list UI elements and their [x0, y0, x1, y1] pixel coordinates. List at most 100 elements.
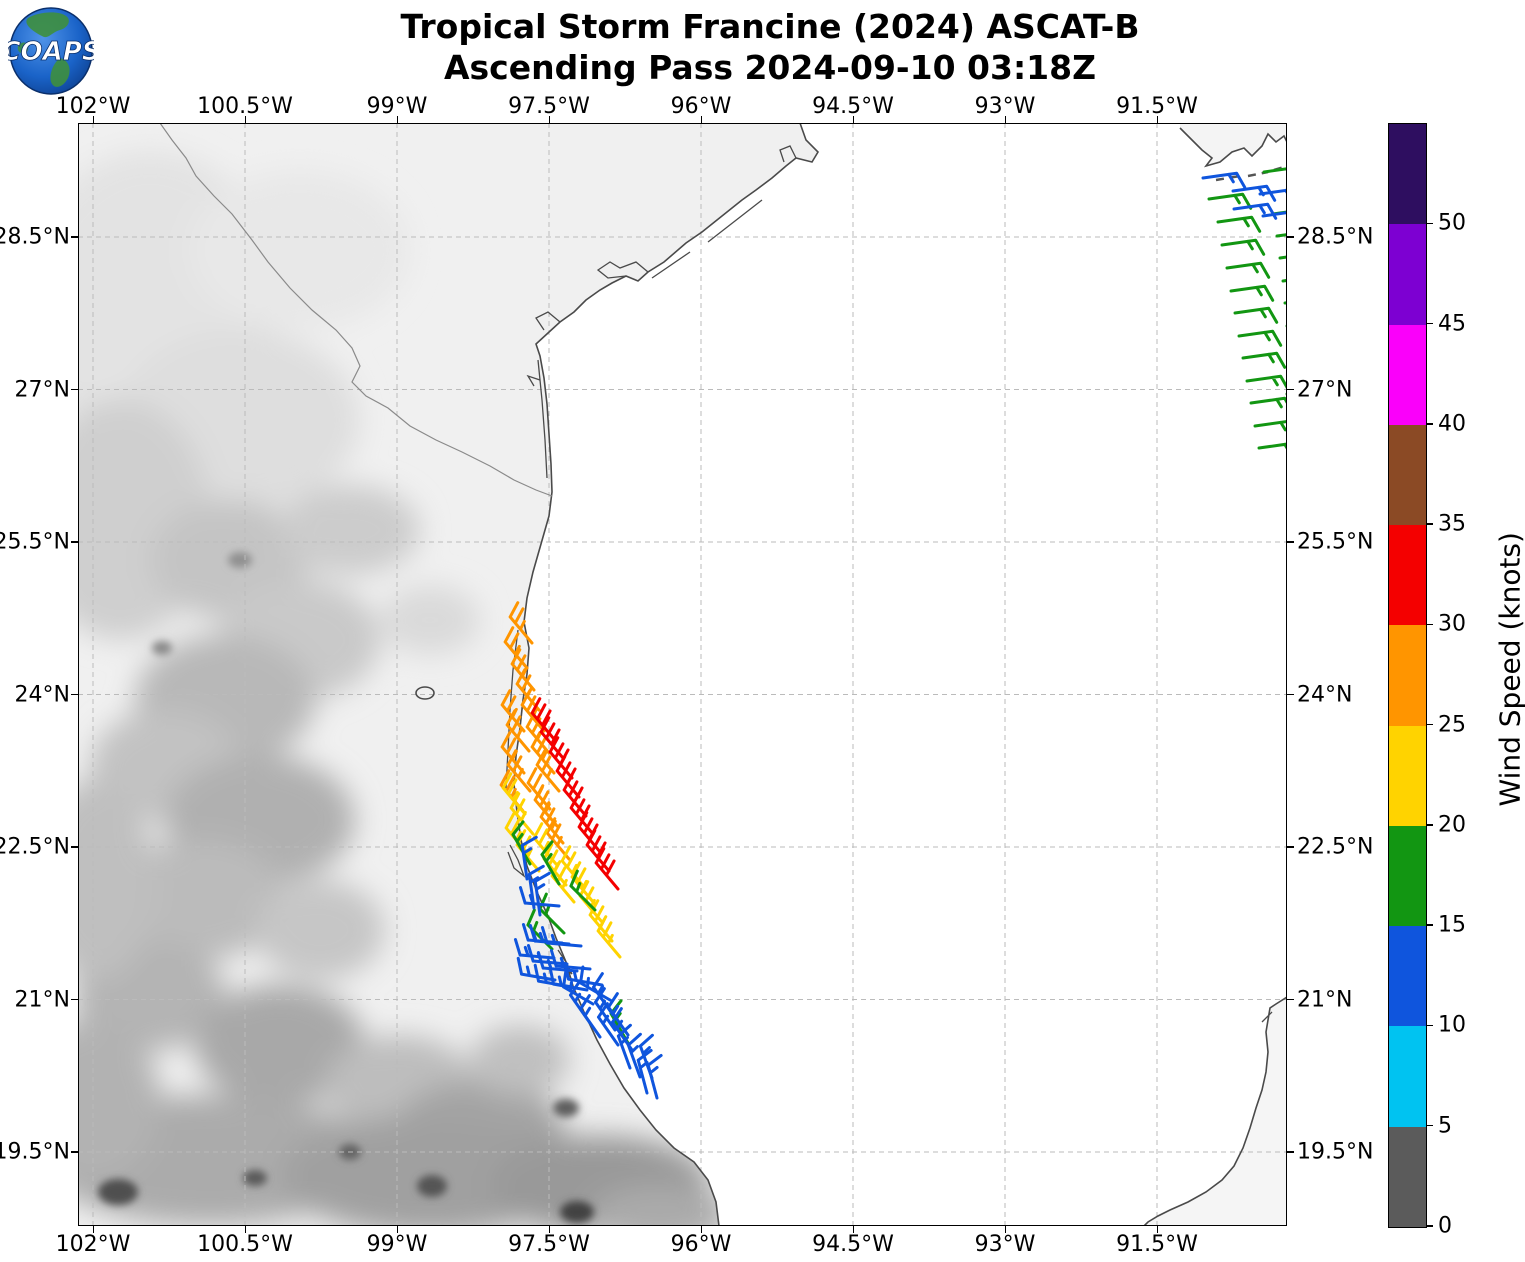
wind-barb-orange: [525, 711, 551, 755]
wind-barb-blue: [578, 994, 602, 1039]
lat-tick-label-left: 22.5°N: [0, 834, 70, 860]
wind-barb-green: [1253, 419, 1287, 437]
colorbar-segment: [1389, 424, 1426, 526]
wind-barb-green: [1275, 229, 1287, 247]
colorbar-segment: [1389, 324, 1426, 425]
lon-tick-label-bottom: 93°W: [974, 1232, 1036, 1257]
wind-barb-orange: [500, 731, 526, 775]
wind-barb-orange: [533, 784, 559, 828]
terrain-shading: [78, 150, 730, 1226]
lon-tick-top: [852, 116, 854, 123]
lon-tick-bottom: [244, 1226, 246, 1233]
wind-barb-blue: [1201, 171, 1247, 189]
colorbar: [1388, 123, 1427, 1228]
lon-tick-label-bottom: 94.5°W: [812, 1232, 894, 1257]
colorbar-segment: [1389, 825, 1426, 927]
lon-tick-top: [92, 116, 94, 123]
wind-barb-blue: [518, 886, 561, 908]
lat-tick-right: [1287, 693, 1294, 696]
grid-lines: [78, 123, 1287, 1226]
colorbar-tick-label: 50: [1438, 210, 1466, 236]
wind-barb-orange: [526, 767, 552, 811]
coaps-logo: COAPS: [8, 6, 94, 96]
colorbar-tick-label: 0: [1438, 1213, 1452, 1239]
colorbar-segment: [1389, 624, 1426, 726]
wind-barb-green: [1286, 409, 1287, 427]
map-content: [78, 123, 1332, 1226]
lat-tick-label-right: 22.5°N: [1297, 834, 1374, 860]
colorbar-segment: [1389, 1126, 1426, 1227]
lat-tick-label-right: 25.5°N: [1297, 529, 1374, 555]
wind-barb-blue: [626, 1032, 642, 1079]
colorbar-tick-label: 30: [1438, 611, 1466, 637]
colorbar-segment: [1389, 725, 1426, 826]
colorbar-segment: [1389, 1025, 1426, 1127]
colorbar-tick: [1426, 723, 1433, 726]
colorbar-tick-label: 35: [1438, 511, 1466, 537]
lat-tick-left: [71, 541, 78, 543]
wind-barb-green: [1262, 165, 1287, 183]
lon-tick-label-bottom: 100.5°W: [197, 1232, 293, 1257]
wind-barb-green: [1289, 433, 1331, 453]
wind-barb-orange: [539, 801, 565, 845]
colorbar-tick-label: 10: [1438, 1012, 1466, 1038]
lon-tick-label-top: 94.5°W: [812, 94, 894, 119]
lat-tick-right: [1287, 541, 1294, 543]
wind-barb-orange: [508, 601, 534, 645]
lon-tick-bottom: [1156, 1226, 1158, 1233]
colorbar-segment: [1389, 524, 1426, 626]
colorbar-segment: [1389, 925, 1426, 1027]
wind-barb-green: [1289, 500, 1331, 520]
lon-tick-label-top: 99°W: [366, 94, 428, 119]
lat-tick-label-right: 24°N: [1297, 682, 1353, 707]
wind-barb-orange: [510, 648, 536, 692]
wind-barb-blue: [549, 949, 592, 971]
colorbar-tick-label: 15: [1438, 912, 1466, 938]
barrier-island-dash: [1215, 174, 1241, 182]
wind-barb-green: [1285, 319, 1287, 337]
lon-tick-top: [1156, 116, 1158, 123]
lat-tick-label-left: 19.5°N: [0, 1139, 70, 1165]
wind-barb-red: [594, 847, 620, 891]
title-line-2: Ascending Pass 2024-09-10 03:18Z: [443, 48, 1097, 88]
lat-tick-label-right: 27°N: [1297, 377, 1353, 402]
colorbar-tick: [1426, 222, 1433, 225]
lat-tick-label-left: 27°N: [14, 377, 70, 402]
wind-barb-blue: [1261, 209, 1287, 227]
wind-barb-blue: [593, 987, 617, 1032]
lon-tick-top: [700, 116, 702, 123]
lat-tick-label-right: 28.5°N: [1297, 224, 1374, 250]
lat-tick-left: [71, 846, 78, 848]
colorbar-tick: [1426, 1024, 1433, 1027]
wind-barb-green: [1220, 238, 1266, 256]
lat-tick-left: [71, 236, 78, 238]
wind-barb-green: [538, 892, 566, 935]
lon-tick-bottom: [396, 1226, 398, 1233]
lon-tick-label-bottom: 91.5°W: [1116, 1232, 1198, 1257]
lat-tick-right: [1287, 1151, 1294, 1153]
lon-tick-bottom: [1004, 1226, 1006, 1233]
lat-tick-left: [71, 693, 78, 696]
colorbar-segment: [1389, 123, 1426, 225]
lat-tick-right: [1287, 998, 1294, 1001]
wind-barb-blue: [646, 1053, 663, 1100]
wind-barb-green: [1241, 351, 1287, 369]
wind-barb-yellow: [578, 880, 604, 924]
figure-title: Tropical Storm Francine (2024) ASCAT-B A…: [0, 6, 1525, 89]
lon-tick-top: [1004, 116, 1006, 123]
lon-tick-bottom: [852, 1226, 854, 1233]
lat-tick-label-left: 21°N: [14, 987, 70, 1012]
lat-tick-right: [1287, 846, 1294, 848]
lon-tick-top: [396, 116, 398, 123]
lon-tick-bottom: [92, 1226, 94, 1233]
wind-barb-blue: [520, 835, 538, 881]
wind-barb-green: [1283, 296, 1287, 314]
wind-barb-green: [1278, 251, 1287, 269]
wind-barb-blue: [533, 871, 551, 917]
wind-barb-blue: [636, 1048, 653, 1095]
lon-tick-bottom: [548, 1226, 550, 1233]
wind-barb-green: [1290, 455, 1332, 475]
lat-tick-label-left: 28.5°N: [0, 224, 70, 250]
wind-barb-green: [1286, 477, 1287, 495]
